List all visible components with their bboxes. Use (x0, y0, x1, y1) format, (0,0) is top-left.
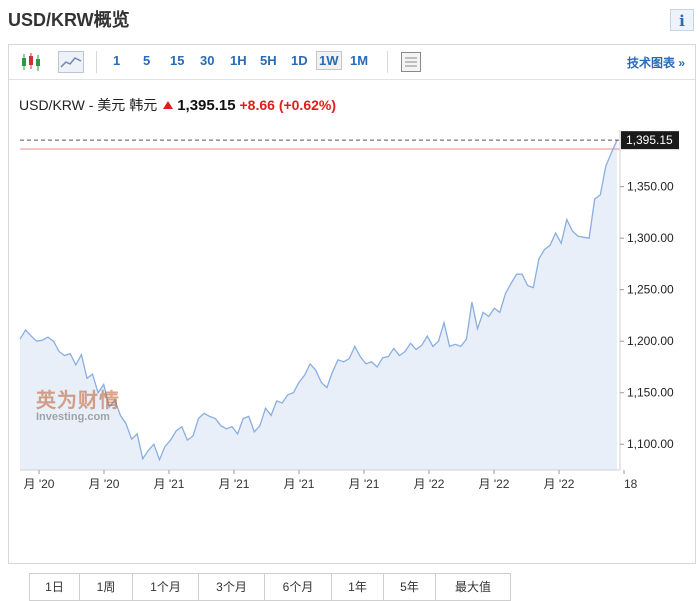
x-tick-label: 月 '21 (349, 477, 380, 491)
interval-5[interactable]: 5 (143, 53, 151, 68)
x-tick-label: 月 '20 (24, 477, 55, 491)
page-title: USD/KRW概览 (8, 10, 130, 30)
toolbar-divider (387, 51, 388, 73)
watermark: 英为财情 Investing.com (36, 384, 120, 423)
toolbar-divider (96, 51, 97, 73)
series-area (20, 140, 617, 470)
interval-30[interactable]: 30 (200, 53, 215, 68)
chart-toolbar: 1 5 15 30 1H 5H 1D 1W 1M 技术图表 » (9, 45, 695, 80)
y-tick-label: 1,300.00 (627, 231, 674, 245)
quote-line: USD/KRW - 美元 韩元 1,395.15 +8.66 (+0.62%) (19, 95, 336, 115)
range-1y[interactable]: 1年 (332, 574, 384, 600)
y-tick-label: 1,100.00 (627, 437, 674, 451)
range-1d[interactable]: 1日 (30, 574, 80, 600)
series-line (19, 139, 618, 462)
interval-1w[interactable]: 1W (316, 51, 342, 70)
range-5y[interactable]: 5年 (384, 574, 436, 600)
x-tick-label: 18 (624, 477, 638, 491)
y-tick-label: 1,150.00 (627, 386, 674, 400)
interval-1d[interactable]: 1D (291, 53, 308, 68)
tech-chart-link[interactable]: 技术图表 » (626, 56, 685, 70)
watermark-cn: 英为财情 (36, 390, 120, 412)
area-chart-icon[interactable] (58, 50, 84, 74)
quote-change-pct: (+0.62%) (278, 97, 337, 113)
y-tick-label: 1,200.00 (627, 334, 674, 348)
watermark-en: Investing.com (36, 411, 110, 423)
range-3m[interactable]: 3个月 (199, 574, 265, 600)
interval-15[interactable]: 15 (170, 53, 185, 68)
x-tick-label: 月 '21 (219, 477, 250, 491)
table-icon[interactable] (399, 50, 423, 74)
x-tick-label: 月 '22 (414, 477, 445, 491)
interval-5h[interactable]: 5H (260, 53, 277, 68)
last-price-label: 1,395.15 (626, 133, 673, 147)
info-button[interactable]: i (670, 9, 694, 31)
arrow-up-icon (163, 101, 174, 109)
quote-price: 1,395.15 (177, 97, 236, 114)
range-1m[interactable]: 1个月 (133, 574, 199, 600)
x-tick-label: 月 '22 (544, 477, 575, 491)
last-price-tag (621, 131, 679, 150)
candlestick-icon[interactable] (19, 50, 43, 74)
y-tick-label: 1,250.00 (627, 283, 674, 297)
range-selector: 1日 1周 1个月 3个月 6个月 1年 5年 最大值 (29, 573, 511, 601)
x-tick-label: 月 '20 (89, 477, 120, 491)
instrument-name: USD/KRW - 美元 韩元 (19, 97, 158, 113)
range-max[interactable]: 最大值 (454, 580, 491, 594)
range-1w[interactable]: 1周 (80, 574, 133, 600)
interval-1m[interactable]: 1M (350, 53, 369, 68)
price-chart: 1,100.00 1,150.00 1,200.00 1,250.00 1,300.00… (19, 130, 679, 491)
y-tick-label: 1,350.00 (627, 180, 674, 194)
x-tick-label: 月 '22 (479, 477, 510, 491)
x-tick-label: 月 '21 (154, 477, 185, 491)
interval-1[interactable]: 1 (113, 53, 121, 68)
range-6m[interactable]: 6个月 (265, 574, 332, 600)
quote-change: +8.66 (239, 97, 275, 113)
interval-1h[interactable]: 1H (230, 53, 247, 68)
x-tick-label: 月 '21 (284, 477, 315, 491)
